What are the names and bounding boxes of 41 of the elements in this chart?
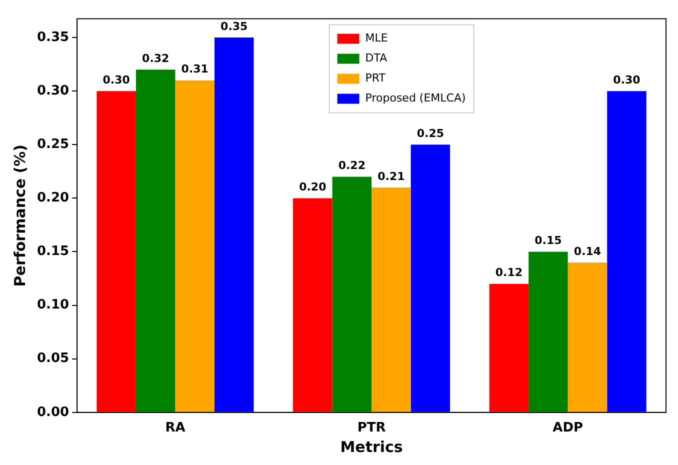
y-tick-label: 0.35 bbox=[36, 30, 70, 45]
legend-label: MLE bbox=[365, 32, 388, 45]
x-tick-label: RA bbox=[165, 420, 186, 436]
legend-label: PRT bbox=[365, 72, 386, 85]
data-label: 0.15 bbox=[534, 234, 562, 248]
bar bbox=[332, 176, 372, 412]
data-label: 0.30 bbox=[102, 73, 130, 86]
bar bbox=[607, 91, 646, 412]
y-tick-label: 0.00 bbox=[36, 404, 70, 420]
y-tick-label: 0.10 bbox=[36, 298, 70, 313]
data-label: 0.12 bbox=[495, 266, 523, 280]
data-label: 0.35 bbox=[220, 20, 248, 33]
bar bbox=[214, 38, 254, 412]
y-tick-label: 0.30 bbox=[36, 83, 70, 98]
bar bbox=[568, 262, 608, 412]
y-tick-label: 0.20 bbox=[36, 190, 70, 206]
bar bbox=[489, 284, 529, 412]
data-label: 0.14 bbox=[574, 244, 602, 258]
x-axis-title: Metrics bbox=[340, 438, 403, 456]
data-label: 0.31 bbox=[181, 62, 208, 76]
y-axis-title: Performance (%) bbox=[10, 144, 29, 287]
data-label: 0.30 bbox=[613, 73, 641, 86]
data-label: 0.25 bbox=[416, 127, 444, 140]
bar bbox=[372, 187, 411, 412]
bar bbox=[96, 91, 136, 412]
bar bbox=[410, 144, 450, 412]
bar bbox=[293, 198, 332, 412]
y-tick-label: 0.15 bbox=[36, 244, 70, 260]
bar bbox=[175, 80, 214, 412]
y-tick-label: 0.25 bbox=[36, 137, 70, 152]
data-label: 0.21 bbox=[378, 170, 405, 183]
x-tick-label: ADP bbox=[552, 420, 584, 436]
legend-label: Proposed (EMLCA) bbox=[365, 92, 466, 105]
data-label: 0.20 bbox=[299, 180, 327, 194]
data-label: 0.32 bbox=[142, 52, 170, 66]
bar bbox=[136, 70, 176, 412]
bar bbox=[528, 252, 568, 412]
legend-label: DTA bbox=[365, 52, 388, 65]
data-label: 0.22 bbox=[338, 159, 366, 172]
y-tick-label: 0.05 bbox=[36, 351, 70, 366]
x-tick-label: PTR bbox=[357, 420, 386, 436]
